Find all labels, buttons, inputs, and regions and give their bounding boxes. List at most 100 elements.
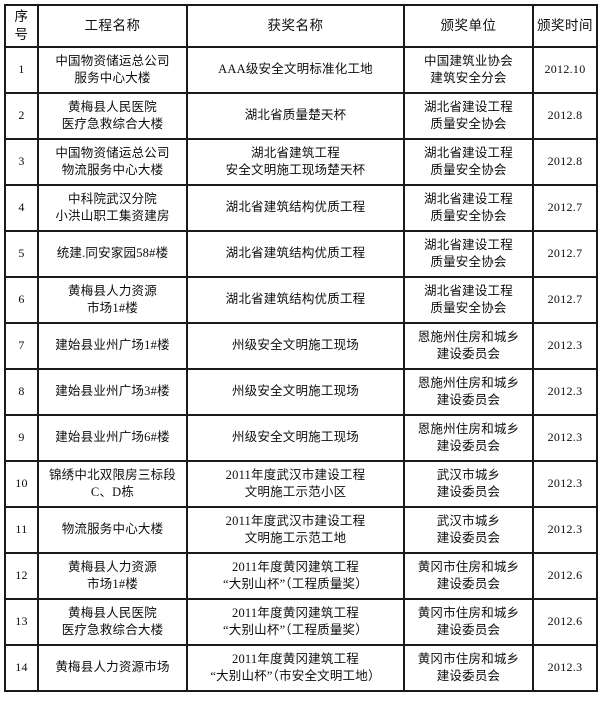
cell-seq: 11 <box>4 505 39 554</box>
cell-date: 2012.3 <box>532 643 598 692</box>
cell-project-line: 中国物资储运总公司 <box>55 146 170 161</box>
cell-organization-line: 湖北省建设工程 <box>424 100 513 115</box>
cell-project-line: 市场1#楼 <box>86 300 138 315</box>
cell-date: 2012.3 <box>532 321 598 370</box>
cell-award: 2011年度黄冈建筑工程 “大别山杯”（工程质量奖） <box>186 597 405 646</box>
cell-project-line: 统建.同安家园58#楼 <box>56 246 169 261</box>
cell-date: 2012.3 <box>532 459 598 508</box>
cell-project: 中国物资储运总公司 服务中心大楼 <box>37 45 188 94</box>
cell-date: 2012.7 <box>532 229 598 278</box>
cell-project-line: 黄梅县人力资源市场 <box>55 660 170 675</box>
cell-organization: 黄冈市住房和城乡 建设委员会 <box>403 551 534 600</box>
column-header-seq: 序号 <box>4 4 39 48</box>
cell-organization-line: 质量安全协会 <box>430 208 507 223</box>
cell-award: 2011年度武汉市建设工程 文明施工示范工地 <box>186 505 405 554</box>
cell-project: 物流服务中心大楼 <box>37 505 188 554</box>
cell-organization-line: 黄冈市住房和城乡 <box>417 560 520 575</box>
cell-date: 2012.7 <box>532 275 598 324</box>
cell-project-line: 建始县业州广场1#楼 <box>55 338 170 353</box>
cell-organization: 恩施州住房和城乡 建设委员会 <box>403 413 534 462</box>
cell-award: 湖北省建筑结构优质工程 <box>186 275 405 324</box>
cell-award-line: “大别山杯”（工程质量奖） <box>223 622 368 637</box>
cell-organization: 湖北省建设工程 质量安全协会 <box>403 183 534 232</box>
cell-project: 中国物资储运总公司 物流服务中心大楼 <box>37 137 188 186</box>
cell-organization-line: 湖北省建设工程 <box>424 146 513 161</box>
cell-seq: 13 <box>4 597 39 646</box>
cell-project-line: 小洪山职工集资建房 <box>55 208 170 223</box>
cell-date: 2012.3 <box>532 505 598 554</box>
cell-organization-line: 建设委员会 <box>436 622 501 637</box>
table-header-row: 序号 工程名称 获奖名称 颁奖单位 颁奖时间 <box>4 4 598 48</box>
cell-project-line: 医疗急救综合大楼 <box>61 622 164 637</box>
cell-date: 2012.3 <box>532 413 598 462</box>
table-row: 5 统建.同安家园58#楼 湖北省建筑结构优质工程 湖北省建设工程 质量安全协会 2012… <box>4 229 598 278</box>
cell-organization-line: 建设委员会 <box>436 438 501 453</box>
cell-award: 湖北省质量楚天杯 <box>186 91 405 140</box>
cell-organization-line: 黄冈市住房和城乡 <box>417 652 520 667</box>
cell-project-line: 黄梅县人民医院 <box>68 606 157 621</box>
cell-award: 湖北省建筑结构优质工程 <box>186 183 405 232</box>
cell-organization: 湖北省建设工程 质量安全协会 <box>403 229 534 278</box>
cell-award-line: 州级安全文明施工现场 <box>231 338 359 353</box>
cell-organization-line: 建设委员会 <box>436 484 501 499</box>
cell-project-line: 黄梅县人力资源 <box>68 284 157 299</box>
cell-project-line: 医疗急救综合大楼 <box>61 116 164 131</box>
table-row: 14 黄梅县人力资源市场 2011年度黄冈建筑工程 “大别山杯”（市安全文明工地） 黄冈… <box>4 643 598 692</box>
cell-project-line: 物流服务中心大楼 <box>61 522 164 537</box>
cell-project: 黄梅县人力资源 市场1#楼 <box>37 275 188 324</box>
cell-project: 黄梅县人力资源 市场1#楼 <box>37 551 188 600</box>
table-row: 4 中科院武汉分院 小洪山职工集资建房 湖北省建筑结构优质工程 湖北省建设工程 质量安全协… <box>4 183 598 232</box>
column-header-project: 工程名称 <box>37 4 188 48</box>
award-table: 序号 工程名称 获奖名称 颁奖单位 颁奖时间 1 中国物资储运总公司 服务中心大楼 A… <box>4 4 598 692</box>
cell-organization-line: 武汉市城乡 <box>436 468 501 483</box>
cell-organization-line: 湖北省建设工程 <box>424 192 513 207</box>
cell-project: 黄梅县人民医院 医疗急救综合大楼 <box>37 91 188 140</box>
cell-organization-line: 建设委员会 <box>436 576 501 591</box>
cell-date: 2012.8 <box>532 91 598 140</box>
cell-seq: 4 <box>4 183 39 232</box>
table-row: 11 物流服务中心大楼 2011年度武汉市建设工程 文明施工示范工地 武汉市城乡 建设委员… <box>4 505 598 554</box>
cell-seq: 8 <box>4 367 39 416</box>
cell-organization: 中国建筑业协会 建筑安全分会 <box>403 45 534 94</box>
cell-award-line: 州级安全文明施工现场 <box>231 430 359 445</box>
cell-award-line: 湖北省建筑结构优质工程 <box>225 292 366 307</box>
cell-project: 黄梅县人民医院 医疗急救综合大楼 <box>37 597 188 646</box>
cell-organization: 恩施州住房和城乡 建设委员会 <box>403 321 534 370</box>
cell-organization-line: 建设委员会 <box>436 346 501 361</box>
cell-seq: 2 <box>4 91 39 140</box>
cell-organization-line: 建筑安全分会 <box>430 70 507 85</box>
table-header: 序号 工程名称 获奖名称 颁奖单位 颁奖时间 <box>4 4 598 48</box>
cell-award-line: 2011年度黄冈建筑工程 <box>232 606 359 621</box>
table-row: 10 锦绣中北双限房三标段 C、D栋 2011年度武汉市建设工程 文明施工示范小区 武汉市… <box>4 459 598 508</box>
cell-organization-line: 质量安全协会 <box>430 116 507 131</box>
cell-award: 湖北省建筑结构优质工程 <box>186 229 405 278</box>
cell-organization-line: 建设委员会 <box>436 668 501 683</box>
table-row: 1 中国物资储运总公司 服务中心大楼 AAA级安全文明标准化工地 中国建筑业协会 建筑安全… <box>4 45 598 94</box>
cell-project-line: C、D栋 <box>90 484 135 499</box>
table-row: 13 黄梅县人民医院 医疗急救综合大楼 2011年度黄冈建筑工程 “大别山杯”（工程质量… <box>4 597 598 646</box>
column-header-date: 颁奖时间 <box>532 4 598 48</box>
cell-award-line: 2011年度武汉市建设工程 <box>225 468 366 483</box>
cell-award-line: 文明施工示范工地 <box>244 530 347 545</box>
cell-date: 2012.6 <box>532 551 598 600</box>
table-body: 1 中国物资储运总公司 服务中心大楼 AAA级安全文明标准化工地 中国建筑业协会 建筑安全… <box>4 45 598 692</box>
cell-award: 湖北省建筑工程 安全文明施工现场楚天杯 <box>186 137 405 186</box>
cell-project-line: 中科院武汉分院 <box>68 192 157 207</box>
cell-award-line: 湖北省建筑结构优质工程 <box>225 246 366 261</box>
cell-date: 2012.10 <box>532 45 598 94</box>
cell-date: 2012.8 <box>532 137 598 186</box>
cell-project: 建始县业州广场3#楼 <box>37 367 188 416</box>
cell-project: 锦绣中北双限房三标段 C、D栋 <box>37 459 188 508</box>
cell-award-line: 2011年度黄冈建筑工程 <box>232 560 359 575</box>
cell-seq: 1 <box>4 45 39 94</box>
cell-organization: 湖北省建设工程 质量安全协会 <box>403 91 534 140</box>
cell-project: 建始县业州广场1#楼 <box>37 321 188 370</box>
cell-seq: 9 <box>4 413 39 462</box>
table-row: 9 建始县业州广场6#楼 州级安全文明施工现场 恩施州住房和城乡 建设委员会 2012.3 <box>4 413 598 462</box>
cell-date: 2012.3 <box>532 367 598 416</box>
cell-award: 州级安全文明施工现场 <box>186 413 405 462</box>
cell-seq: 7 <box>4 321 39 370</box>
cell-organization-line: 质量安全协会 <box>430 162 507 177</box>
cell-award-line: 湖北省建筑工程 <box>251 146 340 161</box>
